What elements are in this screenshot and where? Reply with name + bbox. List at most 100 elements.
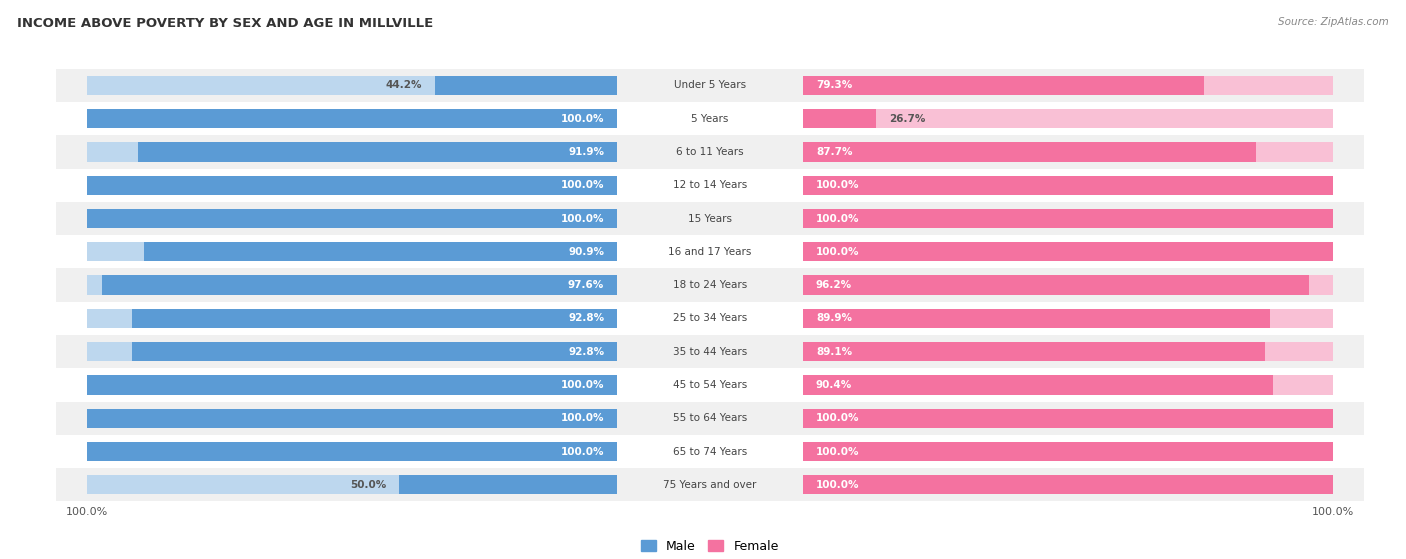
Text: 100.0%: 100.0% (561, 214, 605, 224)
Text: Under 5 Years: Under 5 Years (673, 80, 747, 91)
Bar (803, 442, 1333, 461)
Text: 100.0%: 100.0% (815, 214, 859, 224)
Text: 100.0%: 100.0% (561, 380, 605, 390)
Bar (803, 342, 1265, 361)
Text: 89.9%: 89.9% (815, 314, 852, 323)
Text: 92.8%: 92.8% (568, 314, 605, 323)
Bar (56, 302, 1364, 335)
Bar (138, 143, 617, 162)
Bar (87, 442, 617, 461)
Text: 55 to 64 Years: 55 to 64 Years (673, 413, 747, 423)
Bar (87, 75, 617, 95)
Bar (87, 209, 617, 228)
Bar (87, 409, 617, 428)
Bar (803, 143, 1333, 162)
Text: 12 to 14 Years: 12 to 14 Years (673, 180, 747, 190)
Text: 15 Years: 15 Years (688, 214, 733, 224)
Bar (803, 176, 1333, 195)
Bar (87, 475, 617, 495)
Bar (143, 242, 617, 262)
Text: 100.0%: 100.0% (561, 180, 605, 190)
Text: Source: ZipAtlas.com: Source: ZipAtlas.com (1278, 17, 1389, 27)
Text: 87.7%: 87.7% (815, 147, 852, 157)
Bar (87, 109, 617, 129)
Text: 35 to 44 Years: 35 to 44 Years (673, 347, 747, 357)
Bar (132, 342, 617, 361)
Bar (803, 75, 1204, 95)
Bar (803, 375, 1333, 395)
Bar (56, 335, 1364, 368)
Text: 90.9%: 90.9% (568, 247, 605, 257)
Bar (56, 401, 1364, 435)
Bar (87, 442, 617, 461)
Text: 100.0%: 100.0% (561, 413, 605, 423)
Bar (803, 176, 1333, 195)
Bar (803, 209, 1333, 228)
Bar (56, 202, 1364, 235)
Bar (434, 75, 617, 95)
Text: 65 to 74 Years: 65 to 74 Years (673, 447, 747, 457)
Text: 44.2%: 44.2% (385, 80, 422, 91)
Text: 50.0%: 50.0% (350, 480, 387, 490)
Bar (803, 309, 1333, 328)
Bar (56, 468, 1364, 501)
Bar (803, 342, 1333, 361)
Bar (803, 75, 1333, 95)
Text: 25 to 34 Years: 25 to 34 Years (673, 314, 747, 323)
Bar (87, 342, 617, 361)
Text: 79.3%: 79.3% (815, 80, 852, 91)
Text: 6 to 11 Years: 6 to 11 Years (676, 147, 744, 157)
Bar (803, 409, 1333, 428)
Bar (56, 368, 1364, 401)
Bar (87, 176, 617, 195)
Bar (56, 268, 1364, 302)
Text: 100.0%: 100.0% (815, 180, 859, 190)
Text: 18 to 24 Years: 18 to 24 Years (673, 280, 747, 290)
Bar (56, 235, 1364, 268)
Bar (87, 409, 617, 428)
Bar (803, 276, 1333, 295)
Text: 26.7%: 26.7% (889, 113, 925, 124)
Bar (803, 242, 1333, 262)
Bar (803, 276, 1309, 295)
Bar (87, 109, 617, 129)
Bar (87, 276, 617, 295)
Text: 75 Years and over: 75 Years and over (664, 480, 756, 490)
Text: 100.0%: 100.0% (561, 113, 605, 124)
Text: 91.9%: 91.9% (568, 147, 605, 157)
Text: INCOME ABOVE POVERTY BY SEX AND AGE IN MILLVILLE: INCOME ABOVE POVERTY BY SEX AND AGE IN M… (17, 17, 433, 30)
Text: 100.0%: 100.0% (815, 413, 859, 423)
Bar (56, 169, 1364, 202)
Bar (87, 143, 617, 162)
Text: 100.0%: 100.0% (815, 447, 859, 457)
Bar (803, 143, 1256, 162)
Text: 16 and 17 Years: 16 and 17 Years (668, 247, 752, 257)
Text: 96.2%: 96.2% (815, 280, 852, 290)
Bar (87, 309, 617, 328)
Bar (56, 102, 1364, 135)
Text: 45 to 54 Years: 45 to 54 Years (673, 380, 747, 390)
Bar (803, 242, 1333, 262)
Text: 100.0%: 100.0% (815, 480, 859, 490)
Bar (803, 442, 1333, 461)
Bar (399, 475, 617, 495)
Bar (803, 309, 1270, 328)
Text: 100.0%: 100.0% (561, 447, 605, 457)
Bar (87, 375, 617, 395)
Bar (132, 309, 617, 328)
Bar (803, 109, 876, 129)
Bar (103, 276, 617, 295)
Bar (56, 435, 1364, 468)
Bar (803, 475, 1333, 495)
Bar (87, 176, 617, 195)
Bar (803, 375, 1272, 395)
Text: 5 Years: 5 Years (692, 113, 728, 124)
Text: 89.1%: 89.1% (815, 347, 852, 357)
Bar (56, 135, 1364, 169)
Bar (803, 409, 1333, 428)
Bar (803, 109, 1333, 129)
Bar (56, 69, 1364, 102)
Text: 97.6%: 97.6% (568, 280, 605, 290)
Legend: Male, Female: Male, Female (637, 535, 783, 558)
Text: 90.4%: 90.4% (815, 380, 852, 390)
